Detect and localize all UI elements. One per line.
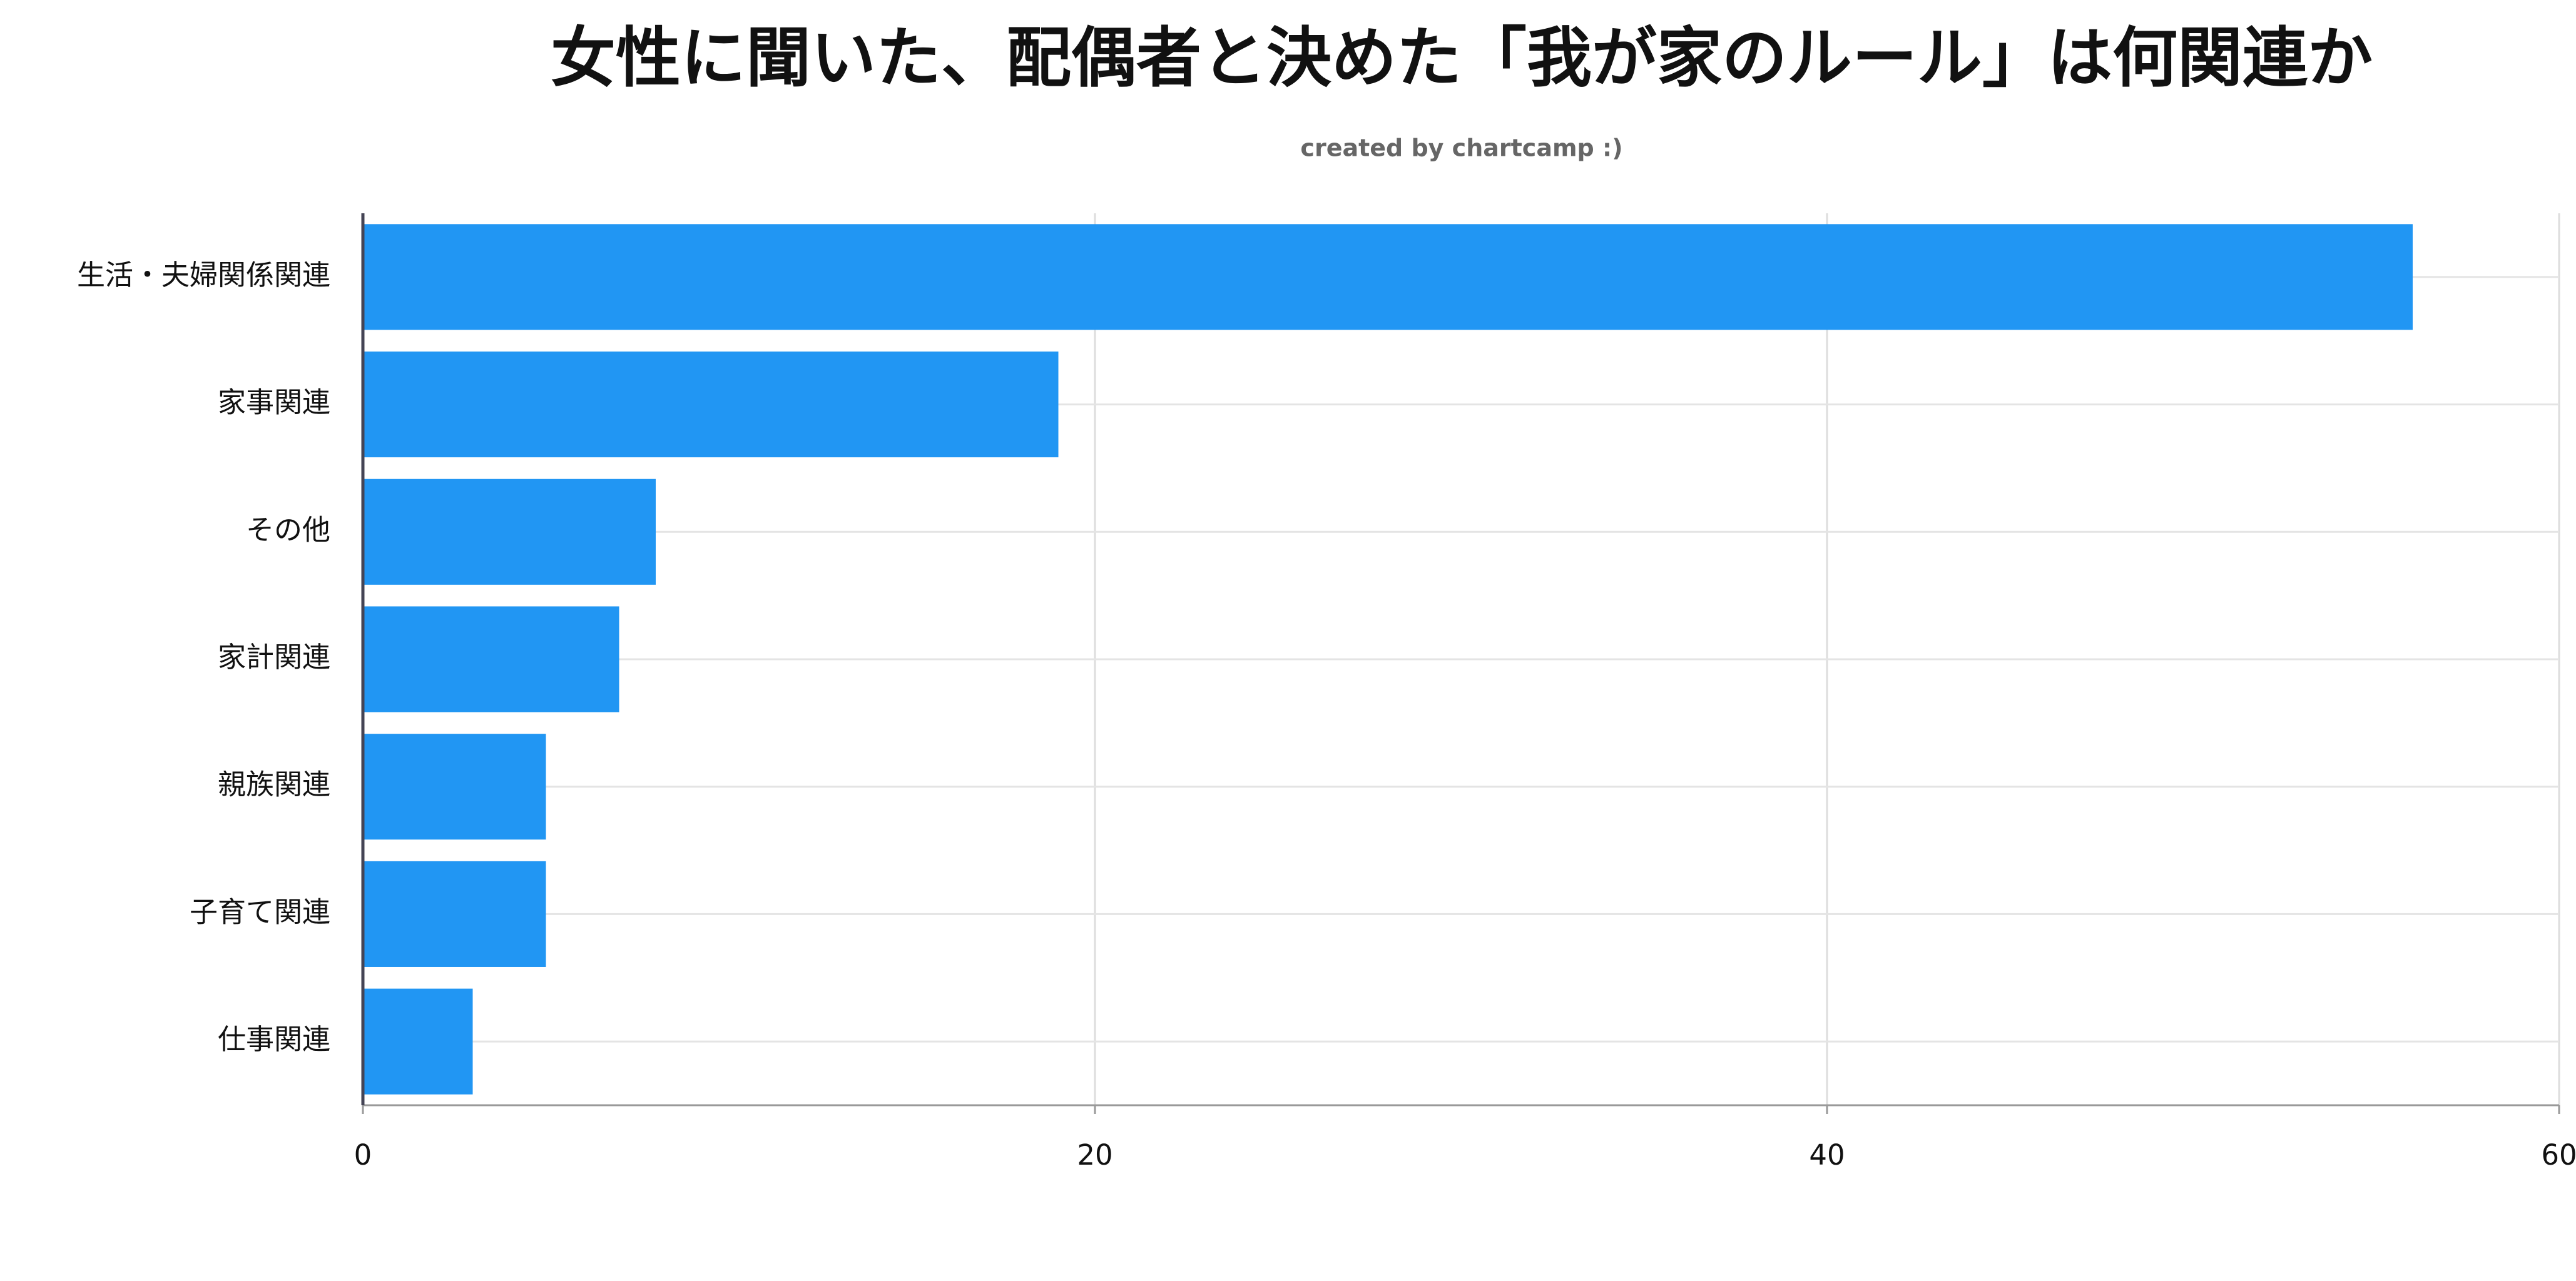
x-tick-label: 40 xyxy=(1809,1138,1845,1172)
chart-subtitle: created by chartcamp :) xyxy=(1300,134,1622,162)
bar xyxy=(363,478,656,585)
y-tick-label: 子育て関連 xyxy=(190,895,330,928)
y-tick-label: その他 xyxy=(246,513,330,546)
bar xyxy=(363,352,1059,458)
y-tick-label: 仕事関連 xyxy=(218,1023,330,1056)
x-tick-label: 0 xyxy=(354,1138,372,1172)
bar xyxy=(363,861,546,967)
bar xyxy=(363,988,473,1095)
x-tick-label: 20 xyxy=(1077,1138,1112,1172)
bar xyxy=(363,606,619,712)
y-tick-label: 家計関連 xyxy=(218,640,330,674)
bar xyxy=(363,734,546,840)
y-tick-label: 生活・夫婦関係関連 xyxy=(77,258,330,291)
y-tick-label: 親族関連 xyxy=(218,768,330,801)
y-tick-label: 家事関連 xyxy=(218,386,330,419)
bar xyxy=(363,224,2413,330)
x-tick-label: 60 xyxy=(2541,1138,2576,1172)
chart-title: 女性に聞いた、配偶者と決めた「我が家のルール」は何関連か xyxy=(551,19,2373,96)
